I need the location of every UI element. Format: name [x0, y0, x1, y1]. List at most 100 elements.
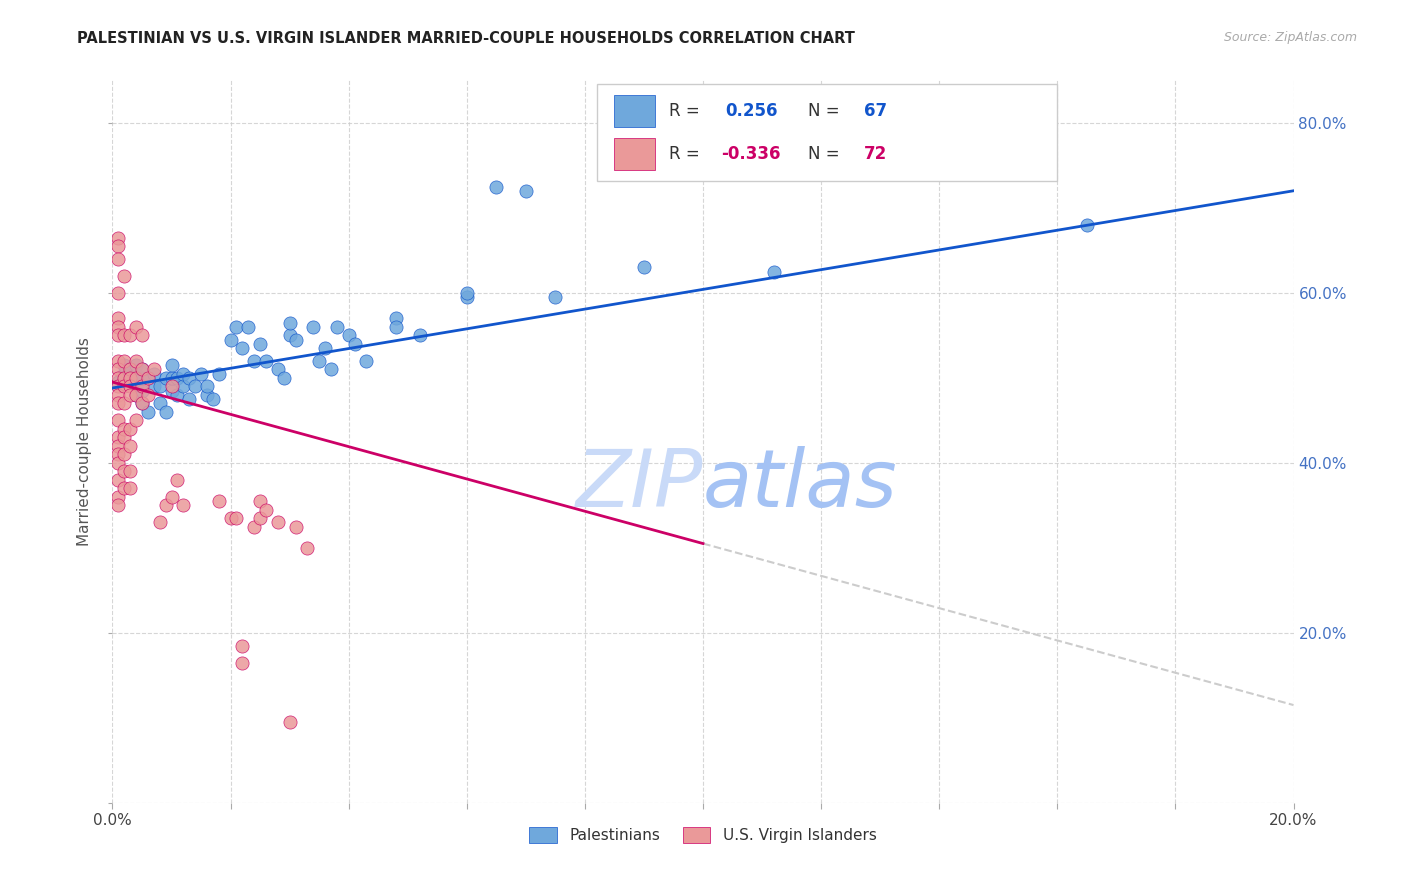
Point [544, 290, 567, 304]
Point [408, 328, 430, 343]
Point [208, 494, 231, 508]
Point [314, 341, 336, 355]
Text: N =: N = [808, 102, 845, 120]
Point [131, 362, 153, 376]
Point [112, 353, 135, 368]
Point [172, 379, 194, 393]
Point [107, 447, 129, 461]
Point [131, 328, 153, 343]
Point [125, 353, 148, 368]
Point [131, 396, 153, 410]
Point [136, 371, 159, 385]
Point [278, 714, 301, 729]
Point [456, 285, 478, 300]
Point [254, 353, 277, 368]
Point [107, 473, 129, 487]
Text: PALESTINIAN VS U.S. VIRGIN ISLANDER MARRIED-COUPLE HOUSEHOLDS CORRELATION CHART: PALESTINIAN VS U.S. VIRGIN ISLANDER MARR… [77, 31, 855, 46]
Point [120, 371, 142, 385]
Text: Source: ZipAtlas.com: Source: ZipAtlas.com [1223, 31, 1357, 45]
Point [112, 367, 135, 381]
Point [142, 379, 165, 393]
Point [107, 430, 129, 444]
Point [456, 290, 478, 304]
Point [190, 367, 212, 381]
Point [107, 371, 129, 385]
Point [385, 319, 408, 334]
Point [273, 371, 295, 385]
Point [267, 516, 290, 530]
Point [308, 353, 330, 368]
Point [633, 260, 655, 275]
Point [278, 328, 301, 343]
Point [149, 516, 172, 530]
Point [208, 367, 231, 381]
Point [107, 439, 129, 453]
Point [243, 519, 266, 533]
Point [120, 464, 142, 478]
Point [112, 358, 135, 372]
Point [172, 367, 194, 381]
Point [166, 371, 188, 385]
Point [125, 388, 148, 402]
Point [343, 336, 366, 351]
Text: 72: 72 [863, 145, 887, 163]
Point [267, 362, 290, 376]
Point [249, 494, 271, 508]
Point [107, 379, 129, 393]
Point [238, 319, 260, 334]
Point [160, 371, 183, 385]
Point [107, 375, 129, 389]
Point [107, 319, 129, 334]
Point [112, 481, 135, 495]
Text: 0.256: 0.256 [725, 102, 778, 120]
Point [219, 511, 242, 525]
Bar [614, 95, 655, 127]
Point [125, 367, 148, 381]
Point [131, 362, 153, 376]
Point [107, 490, 129, 504]
Point [120, 362, 142, 376]
Point [136, 388, 159, 402]
Point [112, 328, 135, 343]
Point [155, 498, 177, 512]
Point [112, 371, 135, 385]
Point [160, 379, 183, 393]
Point [136, 405, 159, 419]
Point [179, 392, 201, 406]
Point [515, 184, 537, 198]
Point [160, 490, 183, 504]
Point [112, 396, 135, 410]
Point [231, 341, 253, 355]
Point [112, 422, 135, 436]
Point [385, 311, 408, 326]
Point [107, 362, 129, 376]
Point [125, 413, 148, 427]
Point [125, 379, 148, 393]
Legend: Palestinians, U.S. Virgin Islanders: Palestinians, U.S. Virgin Islanders [523, 822, 883, 849]
Point [131, 396, 153, 410]
Point [120, 379, 142, 393]
Text: atlas: atlas [703, 446, 898, 524]
Point [225, 511, 247, 525]
Point [120, 362, 142, 376]
Point [131, 384, 153, 398]
Point [112, 268, 135, 283]
Point [107, 456, 129, 470]
Text: N =: N = [808, 145, 845, 163]
Point [243, 353, 266, 368]
Point [284, 519, 307, 533]
Point [172, 498, 194, 512]
Point [160, 384, 183, 398]
Point [155, 405, 177, 419]
Point [125, 371, 148, 385]
Point [142, 367, 165, 381]
Point [297, 541, 319, 555]
Point [201, 392, 224, 406]
Point [120, 481, 142, 495]
Point [136, 371, 159, 385]
Text: -0.336: -0.336 [721, 145, 780, 163]
Point [125, 388, 148, 402]
Point [249, 511, 271, 525]
Text: 67: 67 [863, 102, 887, 120]
Point [1076, 218, 1098, 232]
